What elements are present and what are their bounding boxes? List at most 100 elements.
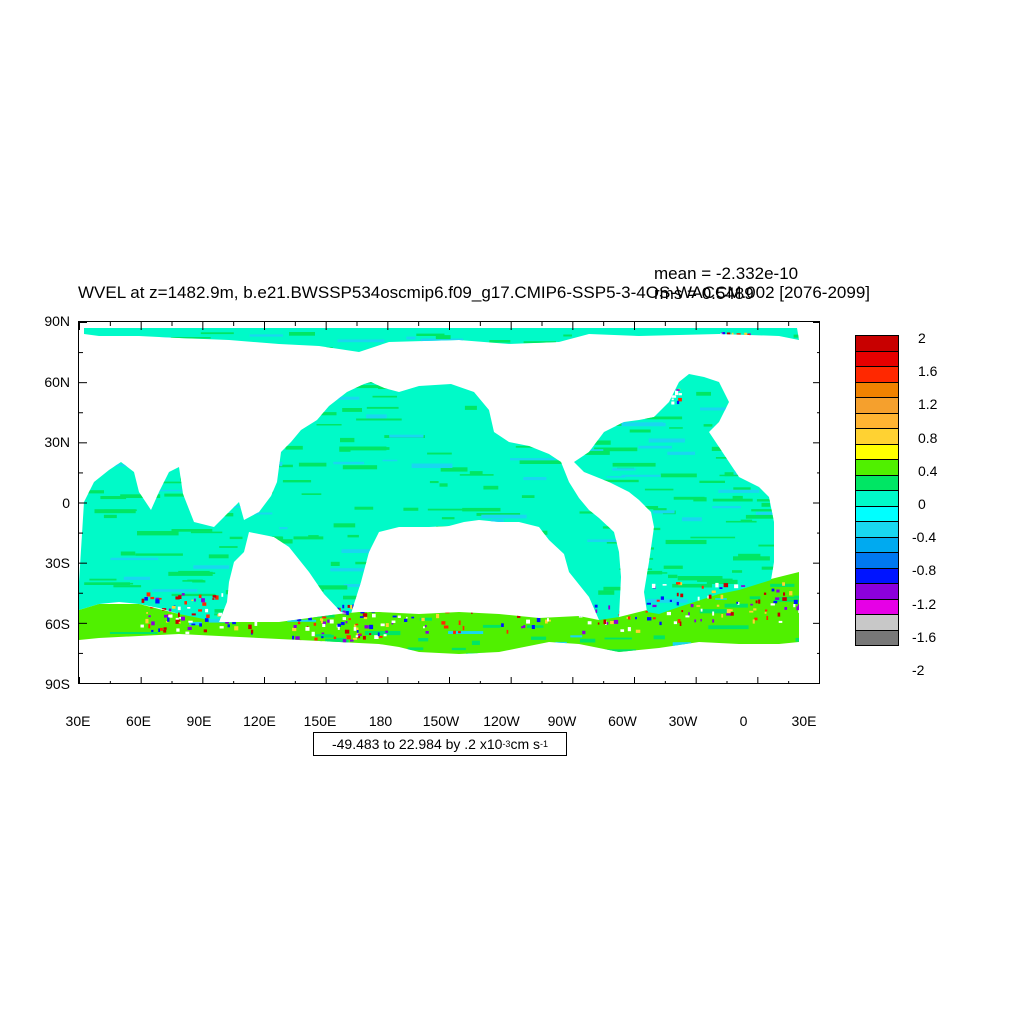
texture-band bbox=[672, 648, 716, 652]
speckle bbox=[549, 596, 553, 599]
colorbar-cell bbox=[855, 381, 899, 398]
speckle bbox=[663, 378, 666, 382]
speckle bbox=[458, 620, 461, 625]
lat-label: 90S bbox=[45, 676, 70, 692]
speckle bbox=[353, 627, 357, 631]
texture-band bbox=[579, 638, 596, 643]
speckle bbox=[355, 623, 359, 626]
speckle bbox=[635, 589, 640, 594]
texture-band bbox=[483, 485, 499, 490]
speckle bbox=[720, 333, 723, 338]
speckle bbox=[752, 619, 755, 624]
texture-band bbox=[640, 547, 654, 550]
speckle bbox=[356, 630, 359, 634]
speckle bbox=[747, 347, 749, 351]
texture-band bbox=[416, 529, 463, 532]
speckle bbox=[666, 372, 669, 376]
colorbar-cell bbox=[855, 443, 899, 460]
speckle bbox=[721, 614, 724, 618]
speckle bbox=[362, 613, 368, 618]
speckle bbox=[634, 595, 638, 598]
speckle bbox=[443, 625, 449, 629]
colorbar-cell bbox=[855, 428, 899, 445]
speckle bbox=[299, 639, 302, 643]
texture-band bbox=[521, 366, 533, 371]
texture-band bbox=[439, 483, 448, 487]
texture-band bbox=[622, 653, 650, 654]
texture-band bbox=[812, 549, 820, 553]
speckle bbox=[673, 383, 675, 386]
speckle bbox=[471, 611, 473, 614]
speckle bbox=[798, 610, 799, 613]
texture-band bbox=[606, 476, 626, 478]
speckle bbox=[649, 382, 653, 385]
speckle bbox=[306, 609, 311, 613]
speckle bbox=[453, 605, 457, 608]
texture-band bbox=[189, 489, 224, 493]
texture-band bbox=[775, 381, 796, 384]
texture-band bbox=[475, 653, 487, 654]
colorbar-cell bbox=[855, 583, 899, 600]
texture-band bbox=[734, 469, 763, 473]
texture-band bbox=[176, 391, 217, 396]
speckle bbox=[739, 348, 744, 351]
speckle bbox=[746, 334, 750, 338]
texture-band bbox=[389, 434, 424, 438]
texture-band bbox=[193, 565, 230, 569]
texture-band bbox=[102, 342, 148, 345]
texture-band bbox=[471, 640, 480, 645]
speckle bbox=[160, 627, 163, 631]
texture-band bbox=[279, 527, 288, 530]
texture-band bbox=[780, 440, 799, 444]
speckle bbox=[333, 636, 337, 639]
speckle bbox=[345, 611, 349, 615]
speckle bbox=[150, 596, 155, 600]
lon-label: 150W bbox=[422, 713, 460, 729]
speckle bbox=[635, 629, 641, 633]
texture-band bbox=[504, 530, 548, 535]
texture-band bbox=[406, 336, 416, 340]
speckle bbox=[387, 602, 390, 607]
speckle bbox=[531, 608, 534, 613]
speckle bbox=[758, 599, 761, 604]
texture-band bbox=[804, 334, 816, 337]
texture-band bbox=[781, 432, 799, 436]
texture-band bbox=[362, 594, 382, 599]
speckle bbox=[753, 608, 757, 611]
speckle bbox=[645, 386, 649, 389]
texture-band bbox=[210, 395, 230, 400]
speckle bbox=[661, 395, 663, 401]
speckle bbox=[623, 591, 626, 594]
texture-band bbox=[733, 556, 770, 561]
speckle bbox=[295, 636, 300, 640]
speckle bbox=[425, 605, 430, 610]
speckle bbox=[594, 604, 598, 608]
speckle bbox=[664, 385, 666, 388]
speckle bbox=[737, 339, 741, 343]
texture-band bbox=[641, 400, 664, 405]
texture-band bbox=[338, 396, 360, 400]
texture-band bbox=[652, 651, 686, 654]
speckle bbox=[662, 584, 667, 586]
speckle bbox=[676, 582, 681, 585]
texture-band bbox=[334, 637, 346, 640]
colorbar-label: -1.6 bbox=[912, 628, 937, 645]
speckle bbox=[365, 603, 370, 608]
texture-band bbox=[89, 578, 117, 581]
speckle bbox=[359, 633, 362, 635]
speckle bbox=[308, 617, 312, 621]
texture-band bbox=[202, 381, 217, 384]
speckle bbox=[650, 375, 654, 378]
speckle bbox=[729, 337, 733, 341]
texture-band bbox=[562, 413, 588, 417]
speckle bbox=[754, 617, 758, 621]
speckle bbox=[662, 380, 666, 383]
colorbar-label: 0 bbox=[918, 496, 926, 512]
speckle bbox=[776, 589, 780, 593]
texture-band bbox=[811, 565, 820, 568]
texture-band bbox=[106, 343, 154, 347]
speckle bbox=[424, 597, 429, 600]
colorbar-cell bbox=[855, 505, 899, 522]
speckle bbox=[251, 611, 254, 614]
speckle bbox=[167, 617, 170, 622]
